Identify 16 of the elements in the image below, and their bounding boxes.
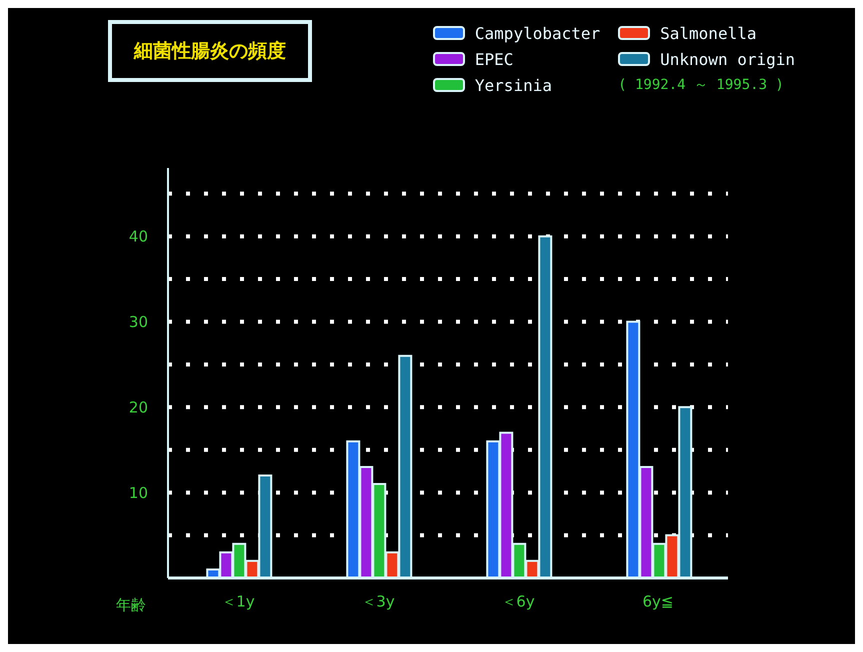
y-tick-label: 20 [128, 398, 148, 416]
chart-subtitle: ( 1992.4 ～ 1995.3 ) [618, 76, 785, 95]
legend-label: EPEC [474, 48, 514, 70]
legend-label: Salmonella [659, 22, 758, 44]
x-tick-label: ＜6y [501, 592, 535, 611]
x-tick-label: ＜3y [361, 592, 395, 611]
legend-label: Unknown origin [659, 48, 795, 70]
legend-label: Campylobacter [474, 22, 600, 44]
x-tick-label: ＜1y [221, 592, 255, 611]
legend-label: Yersinia [474, 74, 553, 96]
chart-title: 細菌性腸炎の頻度 [108, 20, 312, 82]
y-tick-label: 10 [128, 484, 148, 502]
y-tick-label: 30 [128, 313, 148, 332]
y-tick-label: 40 [128, 228, 148, 246]
x-tick-label: 6y≦ [642, 592, 674, 611]
x-axis-title: 年齢 [116, 596, 146, 615]
